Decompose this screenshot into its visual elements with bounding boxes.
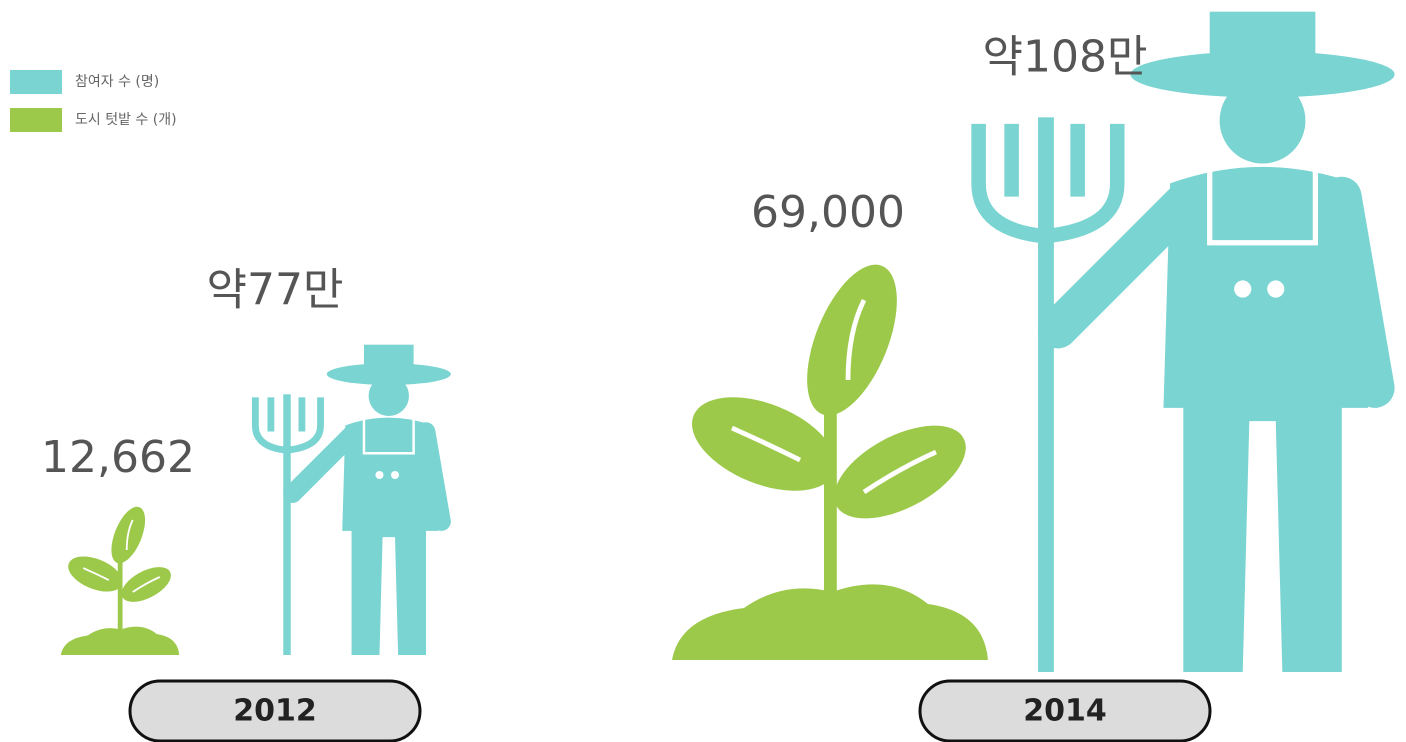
value-label: 12,662	[41, 432, 195, 483]
legend-label: 참여자 수 (명)	[75, 74, 159, 90]
value-label: 약77만	[207, 265, 344, 316]
head	[369, 376, 409, 416]
button	[1267, 280, 1284, 297]
left-arm	[293, 435, 352, 494]
legend-label: 도시 텃밭 수 (개)	[75, 112, 177, 128]
button	[375, 471, 383, 479]
legend-swatch	[10, 108, 62, 132]
legend-swatch	[10, 70, 62, 94]
category-label: 2012	[233, 694, 317, 729]
value-label: 약108만	[983, 32, 1148, 83]
value-label: 69,000	[751, 187, 905, 238]
chart: 참여자 수 (명) 도시 텃밭 수 (개) 약77만 12,662 2012 약108만 6…	[0, 0, 1406, 742]
sprout-icon	[672, 252, 988, 660]
category-label: 2014	[1023, 694, 1107, 729]
sprout-icon	[61, 502, 179, 655]
button	[1234, 280, 1251, 297]
left-arm	[1058, 203, 1183, 328]
fork-handle	[283, 394, 290, 655]
button	[391, 471, 399, 479]
fork-handle	[1038, 117, 1054, 672]
head	[1220, 78, 1306, 164]
farmer-icon	[979, 12, 1395, 672]
farmer-icon	[255, 345, 451, 655]
